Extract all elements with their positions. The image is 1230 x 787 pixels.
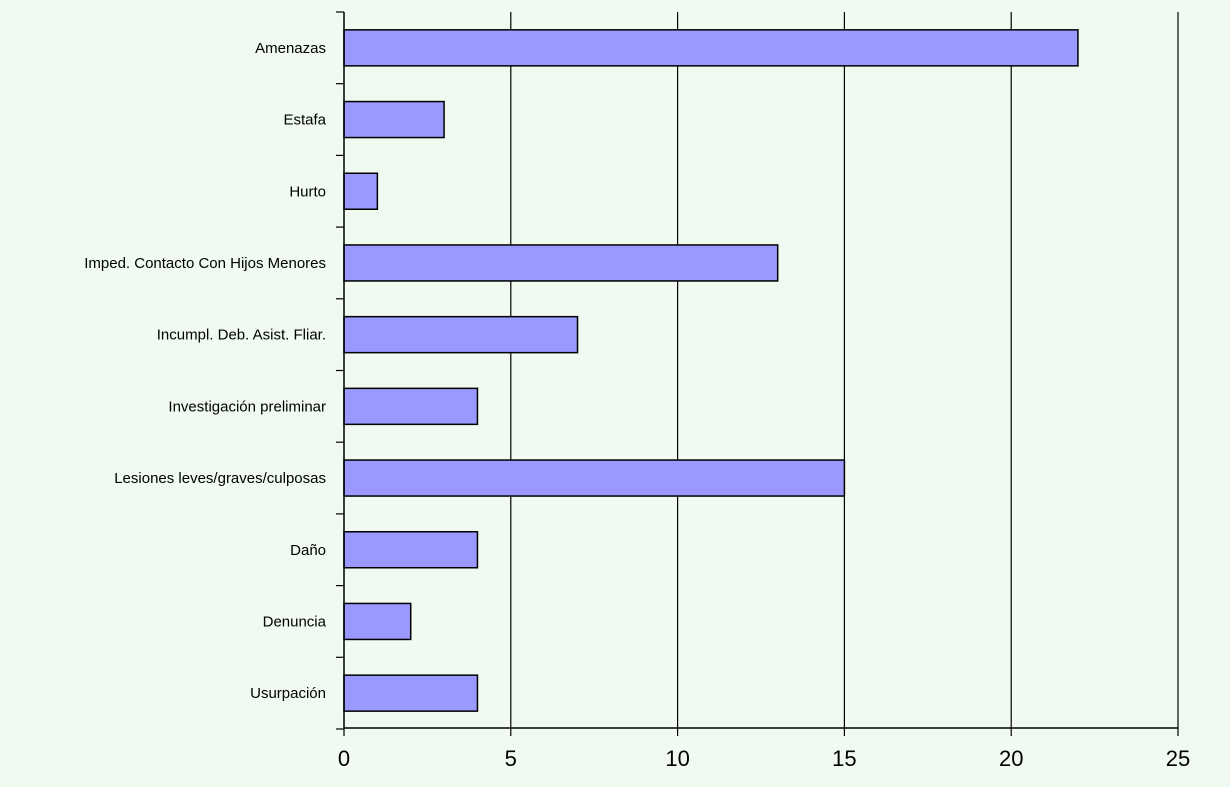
category-label: Incumpl. Deb. Asist. Fliar. [157, 327, 326, 344]
category-label: Hurto [289, 183, 326, 200]
category-label: Imped. Contacto Con Hijos Menores [84, 255, 326, 272]
bar-5 [343, 387, 479, 426]
x-tick-label: 10 [665, 746, 689, 771]
x-tick-label: 25 [1166, 746, 1190, 771]
axes [336, 11, 1179, 736]
x-tick-label: 15 [832, 746, 856, 771]
x-tick-label: 5 [505, 746, 517, 771]
category-label: Lesiones leves/graves/culposas [114, 470, 326, 487]
category-label: Usurpación [250, 685, 326, 702]
bar-7 [343, 531, 479, 569]
bar-2 [343, 172, 379, 210]
category-label: Amenazas [255, 40, 326, 57]
category-label: Investigación preliminar [168, 398, 326, 415]
category-label: Denuncia [263, 613, 327, 630]
bar-0 [343, 29, 1079, 67]
gridlines [510, 12, 1179, 728]
bar-3 [343, 244, 779, 282]
bar-6 [343, 459, 846, 497]
bars [343, 29, 1079, 712]
x-tick-label: 20 [999, 746, 1023, 771]
x-tick-labels: 0 5 10 15 20 25 [338, 746, 1190, 771]
category-label: Estafa [283, 112, 326, 129]
x-tick-label: 0 [338, 746, 350, 771]
bar-1 [343, 100, 445, 139]
bar-4 [343, 315, 579, 354]
bar-9 [343, 674, 479, 712]
bar-8 [343, 602, 412, 641]
category-labels: Amenazas Estafa Hurto Imped. Contacto Con H… [84, 40, 326, 702]
category-label: Daño [290, 542, 326, 559]
